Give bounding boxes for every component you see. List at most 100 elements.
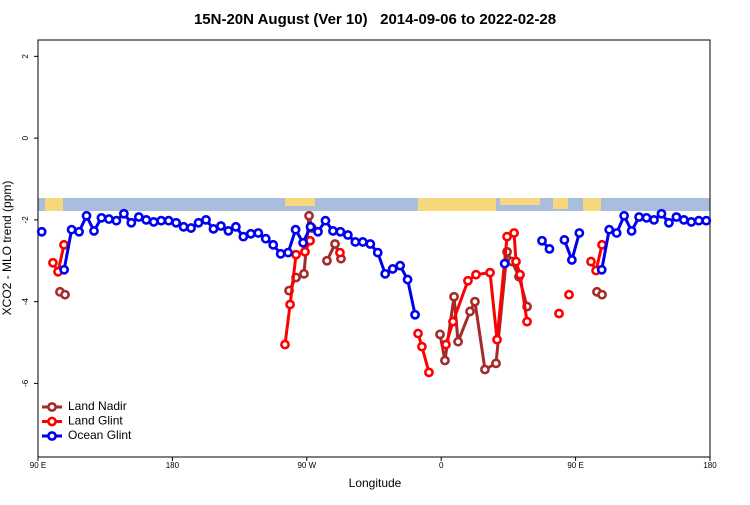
land-patch <box>45 198 63 211</box>
data-point <box>89 226 99 236</box>
ocean-strip <box>38 198 710 211</box>
data-point <box>186 223 196 233</box>
data-point <box>626 226 637 236</box>
data-point <box>413 328 423 339</box>
x-tick-label: 90 W <box>297 461 316 470</box>
data-point <box>148 217 159 227</box>
data-point <box>230 221 241 232</box>
data-point <box>471 269 481 280</box>
y-axis-label: XCO2 - MLO trend (ppm) <box>0 181 14 316</box>
data-point <box>322 255 332 266</box>
data-point <box>671 212 682 222</box>
data-point <box>291 249 301 260</box>
data-point <box>81 210 92 221</box>
y-tick-label: -2 <box>21 216 30 224</box>
data-point <box>111 215 122 226</box>
data-point <box>208 223 219 234</box>
data-point <box>299 268 309 279</box>
y-tick-label: -6 <box>21 379 30 387</box>
data-point <box>465 306 475 317</box>
data-point <box>619 210 630 221</box>
data-point <box>283 247 294 258</box>
data-point <box>320 215 331 226</box>
data-point <box>193 217 204 228</box>
y-tick-label: 0 <box>21 135 30 140</box>
data-point <box>372 247 383 258</box>
data-point <box>566 255 577 265</box>
data-point <box>564 289 574 300</box>
data-point <box>664 217 674 228</box>
legend-marker <box>47 431 57 441</box>
land-patch <box>500 198 540 205</box>
land-patch <box>583 198 601 211</box>
data-point <box>216 221 226 231</box>
data-point <box>678 214 689 225</box>
data-point <box>48 257 58 268</box>
land-patch <box>285 198 315 206</box>
data-point <box>59 239 69 250</box>
data-point <box>126 217 137 228</box>
legend-label: Land Nadir <box>68 399 127 413</box>
legend-marker <box>47 402 57 412</box>
data-point <box>449 291 459 302</box>
data-point <box>440 355 450 366</box>
data-point <box>559 235 570 245</box>
data-point <box>448 316 458 327</box>
data-point <box>586 256 596 267</box>
data-point <box>701 215 712 226</box>
data-point <box>597 289 607 300</box>
data-point <box>634 212 644 222</box>
x-tick-label: 90 E <box>567 461 583 470</box>
data-point <box>163 215 174 226</box>
data-point <box>118 208 129 219</box>
data-point <box>171 217 182 228</box>
data-point <box>554 308 564 319</box>
data-point <box>133 212 144 222</box>
data-point <box>686 217 697 227</box>
legend-label: Ocean Glint <box>68 428 132 442</box>
data-point <box>499 258 510 269</box>
plot-frame <box>37 39 711 458</box>
data-point <box>417 341 427 352</box>
legend-marker <box>47 416 57 427</box>
data-point <box>470 296 480 307</box>
data-point <box>335 226 346 237</box>
data-point <box>328 226 338 236</box>
y-tick-label: -4 <box>21 298 30 306</box>
data-point <box>280 339 290 350</box>
data-point <box>285 299 295 310</box>
data-point <box>245 228 256 239</box>
data-point <box>96 212 107 223</box>
data-point <box>424 367 434 378</box>
x-tick-label: 90 E <box>30 461 46 470</box>
data-point <box>485 267 495 278</box>
data-point <box>156 215 167 226</box>
land-patch <box>418 198 496 211</box>
data-point <box>342 230 353 240</box>
data-point <box>395 260 406 271</box>
data-point <box>104 214 114 224</box>
data-point <box>463 275 473 286</box>
x-tick-label: 0 <box>439 461 444 470</box>
data-point <box>223 226 234 236</box>
data-point <box>515 269 525 280</box>
data-point <box>693 215 704 226</box>
legend-label: Land Glint <box>68 414 123 428</box>
data-point <box>611 228 622 238</box>
data-point <box>275 248 286 259</box>
data-point <box>641 212 652 223</box>
data-point <box>253 228 264 238</box>
data-point <box>59 264 70 275</box>
data-point <box>36 226 47 237</box>
data-point <box>574 228 585 238</box>
data-point <box>60 289 70 300</box>
x-tick-label: 180 <box>166 461 180 470</box>
data-point <box>330 239 340 249</box>
data-point <box>178 221 189 232</box>
data-point <box>290 224 301 235</box>
y-tick-label: 2 <box>21 54 30 59</box>
data-point <box>313 226 323 237</box>
data-point <box>305 221 316 232</box>
data-point <box>300 246 310 257</box>
